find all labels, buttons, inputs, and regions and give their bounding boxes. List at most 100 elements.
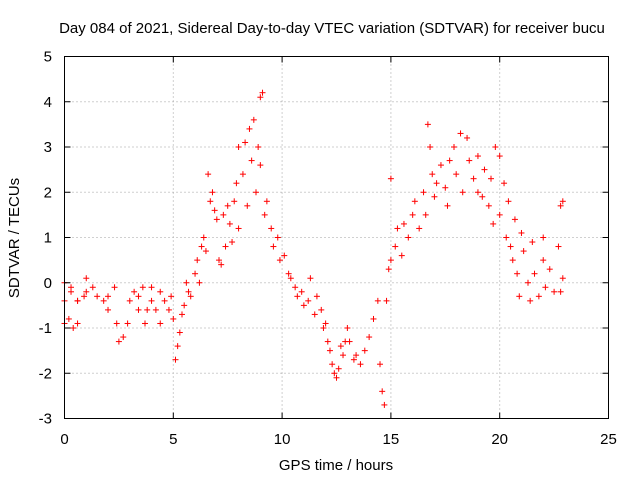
data-point: [172, 356, 179, 363]
data-point: [346, 338, 353, 345]
data-point: [157, 288, 164, 295]
data-point: [139, 284, 146, 291]
data-point: [557, 288, 564, 295]
x-tick-labels: 0 5 10 15 20 25: [60, 431, 617, 448]
data-point: [239, 171, 246, 178]
grid: [64, 56, 609, 419]
x-tick-label: 20: [491, 431, 508, 448]
data-point: [161, 297, 168, 304]
data-point: [268, 225, 275, 232]
data-point: [411, 198, 418, 205]
data-point: [168, 293, 175, 300]
data-point: [307, 275, 314, 282]
y-tick-label: 1: [44, 230, 52, 247]
data-point: [485, 202, 492, 209]
data-point: [194, 257, 201, 264]
data-point: [259, 89, 266, 96]
data-point: [311, 311, 318, 318]
data-point: [89, 284, 96, 291]
data-point: [540, 257, 547, 264]
data-point: [320, 325, 327, 331]
data-point: [394, 225, 401, 232]
data-point: [124, 320, 131, 327]
data-point: [231, 198, 238, 205]
data-point: [383, 297, 390, 304]
data-point: [422, 211, 429, 218]
y-tick-label: 0: [44, 275, 52, 292]
data-point: [529, 239, 536, 246]
data-point: [192, 270, 199, 277]
data-point: [392, 243, 399, 250]
data-point: [209, 189, 216, 196]
data-point: [551, 288, 558, 295]
data-point: [229, 239, 236, 246]
data-point: [183, 279, 190, 286]
data-point: [250, 116, 257, 123]
data-point: [70, 325, 77, 331]
data-point: [211, 207, 218, 214]
data-point: [202, 248, 209, 255]
data-point: [437, 162, 444, 169]
data-point: [81, 293, 88, 300]
data-point: [398, 252, 405, 259]
data-points: [61, 89, 566, 408]
data-point: [126, 297, 133, 304]
data-point: [540, 234, 547, 241]
data-point: [474, 189, 481, 196]
data-point: [374, 297, 381, 304]
data-point: [274, 234, 281, 241]
data-point: [496, 153, 503, 160]
data-point: [492, 144, 499, 150]
data-point: [313, 293, 320, 300]
y-tick-labels: -3 -2 -1 0 1 2 3 4 5: [39, 49, 52, 428]
data-point: [366, 334, 373, 341]
data-point: [409, 211, 416, 218]
data-point: [557, 202, 564, 209]
data-point: [220, 211, 227, 218]
data-point: [457, 130, 464, 137]
data-point: [555, 243, 562, 250]
data-point: [148, 297, 155, 304]
data-point: [185, 288, 192, 295]
data-point: [215, 257, 222, 264]
x-tick-label: 25: [600, 431, 617, 448]
data-point: [235, 144, 242, 150]
data-point: [244, 202, 251, 209]
data-point: [479, 193, 486, 200]
data-point: [255, 144, 262, 150]
x-tick-label: 0: [60, 431, 68, 448]
data-point: [292, 284, 299, 291]
data-point: [120, 334, 127, 341]
data-point: [152, 306, 159, 313]
data-point: [135, 293, 142, 300]
data-point: [224, 202, 231, 209]
data-point: [370, 315, 377, 322]
data-point: [387, 175, 394, 182]
y-tick-label: -3: [39, 411, 52, 428]
data-point: [300, 302, 307, 309]
data-point: [509, 257, 516, 264]
data-point: [233, 180, 240, 187]
data-point: [181, 302, 188, 309]
x-tick-label: 5: [169, 431, 177, 448]
data-point: [542, 284, 549, 291]
data-point: [100, 297, 107, 304]
data-point: [377, 361, 384, 368]
data-point: [459, 189, 466, 196]
data-point: [518, 229, 525, 236]
data-point: [115, 338, 122, 345]
chart-title: Day 084 of 2021, Sidereal Day-to-day VTE…: [59, 20, 605, 37]
data-point: [74, 320, 81, 327]
data-point: [433, 180, 440, 187]
data-point: [144, 306, 151, 313]
data-point: [503, 234, 510, 241]
data-point: [429, 171, 436, 178]
data-point: [83, 275, 90, 282]
data-point: [379, 388, 386, 395]
data-point: [329, 361, 336, 368]
data-point: [170, 315, 177, 322]
data-point: [535, 293, 542, 300]
data-point: [470, 175, 477, 182]
data-point: [357, 361, 364, 368]
data-point: [257, 94, 264, 101]
